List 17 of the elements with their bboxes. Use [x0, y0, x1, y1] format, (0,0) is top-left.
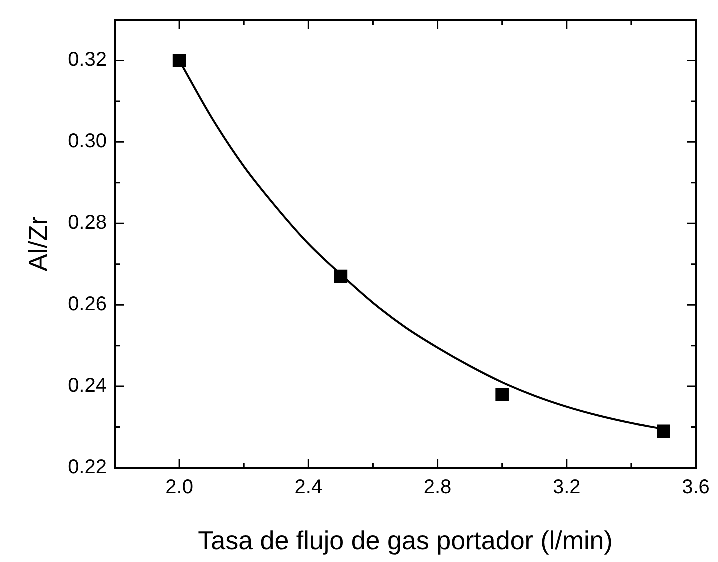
x-tick-label: 3.6 — [682, 476, 710, 499]
point — [496, 388, 509, 402]
x-tick-label: 2.4 — [294, 476, 323, 499]
x-tick-label: 2.0 — [166, 476, 194, 499]
point — [657, 424, 670, 438]
point — [172, 54, 186, 68]
y-tick-label: 0.28 — [68, 212, 107, 234]
y-tick-label: 0.24 — [68, 375, 107, 398]
x-tick-label: 2.8 — [424, 476, 452, 499]
y-tick-label: 0.22 — [68, 456, 107, 479]
y-axis-title: Al/Zr — [22, 216, 53, 272]
x-axis-title: Tasa de flujo de gas portador (l/min) — [198, 526, 613, 556]
point — [334, 270, 348, 284]
y-tick-label: 0.26 — [68, 294, 107, 316]
y-tick-label: 0.32 — [68, 49, 107, 72]
y-tick-label: 0.30 — [68, 130, 107, 153]
x-tick-label: 3.2 — [552, 476, 581, 499]
